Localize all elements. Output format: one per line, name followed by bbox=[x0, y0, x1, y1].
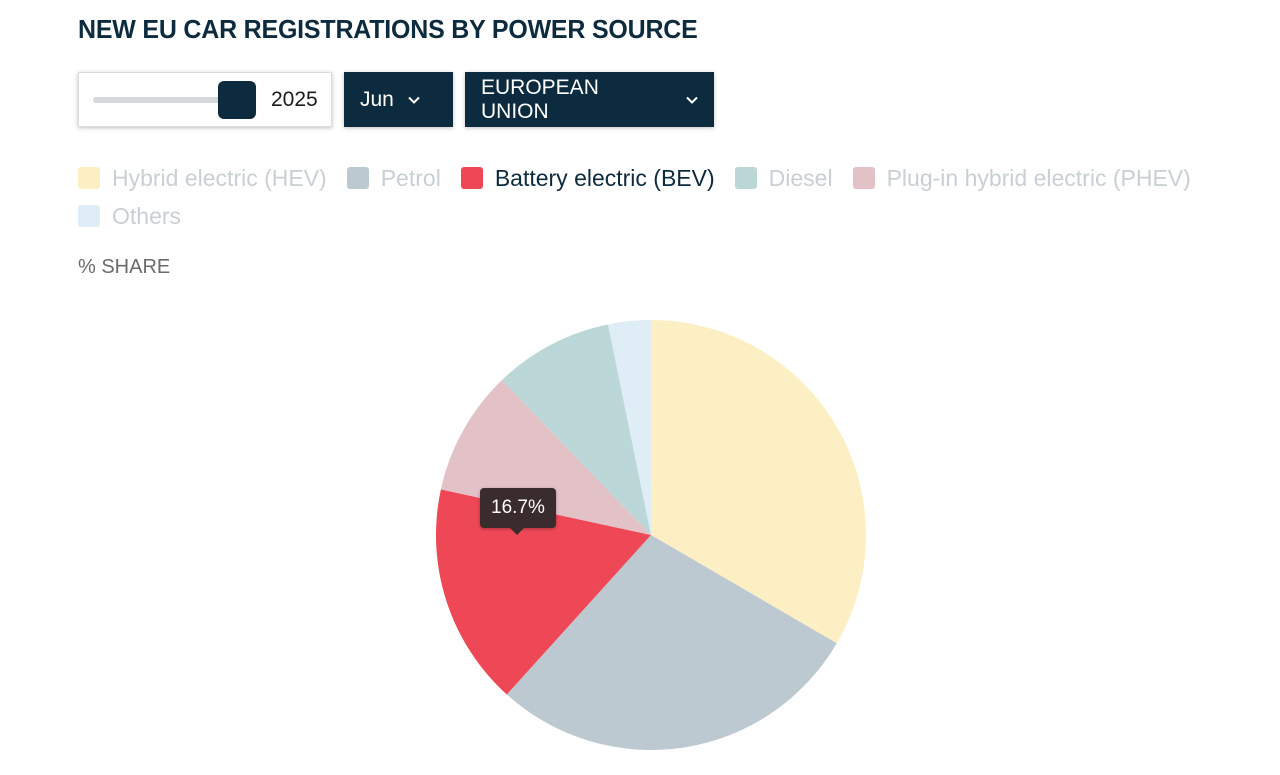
chart-title: NEW EU CAR REGISTRATIONS BY POWER SOURCE bbox=[78, 14, 698, 44]
pie-slice[interactable] bbox=[506, 535, 837, 751]
region-dropdown-label: EUROPEAN UNION bbox=[481, 75, 599, 123]
pie-slice[interactable] bbox=[608, 320, 651, 535]
year-slider[interactable]: 2025 bbox=[78, 72, 332, 127]
chevron-down-icon bbox=[686, 96, 698, 104]
month-dropdown[interactable]: Jun bbox=[344, 72, 453, 127]
legend-label: Others bbox=[112, 202, 182, 229]
legend-item[interactable]: Diesel bbox=[734, 164, 833, 192]
legend-label: Diesel bbox=[768, 164, 833, 191]
legend-swatch bbox=[78, 205, 100, 227]
legend-item[interactable]: Hybrid electric (HEV) bbox=[78, 164, 327, 192]
region-dropdown[interactable]: EUROPEAN UNION bbox=[465, 72, 714, 127]
legend-swatch bbox=[78, 167, 100, 189]
legend-swatch bbox=[460, 167, 483, 189]
chart-legend: Hybrid electric (HEV) Petrol Battery elect… bbox=[78, 164, 1228, 230]
legend-item[interactable]: Battery electric (BEV) bbox=[460, 164, 715, 192]
month-dropdown-label: Jun bbox=[360, 87, 394, 111]
legend-item[interactable]: Others bbox=[78, 202, 181, 230]
chart-tooltip: 16.7% bbox=[480, 488, 556, 535]
year-slider-track[interactable] bbox=[93, 97, 243, 103]
legend-swatch bbox=[346, 167, 369, 189]
legend-item[interactable]: Petrol bbox=[346, 164, 441, 192]
year-slider-thumb[interactable] bbox=[218, 81, 256, 119]
pie-slice[interactable] bbox=[651, 320, 867, 644]
filter-controls: 2025 Jun EUROPEAN UNION bbox=[78, 72, 714, 127]
legend-label: Battery electric (BEV) bbox=[494, 164, 715, 191]
chart-unit-label: % SHARE bbox=[78, 256, 171, 278]
chevron-down-icon bbox=[408, 96, 420, 104]
pie-slice[interactable] bbox=[436, 489, 651, 695]
legend-swatch bbox=[852, 167, 875, 189]
legend-label: Hybrid electric (HEV) bbox=[112, 164, 327, 191]
legend-item[interactable]: Plug-in hybrid electric (PHEV) bbox=[852, 164, 1191, 192]
pie-slice[interactable] bbox=[501, 324, 651, 535]
legend-label: Plug-in hybrid electric (PHEV) bbox=[886, 164, 1191, 191]
legend-label: Petrol bbox=[380, 164, 441, 191]
legend-swatch bbox=[734, 167, 757, 189]
year-value: 2025 bbox=[271, 88, 318, 111]
